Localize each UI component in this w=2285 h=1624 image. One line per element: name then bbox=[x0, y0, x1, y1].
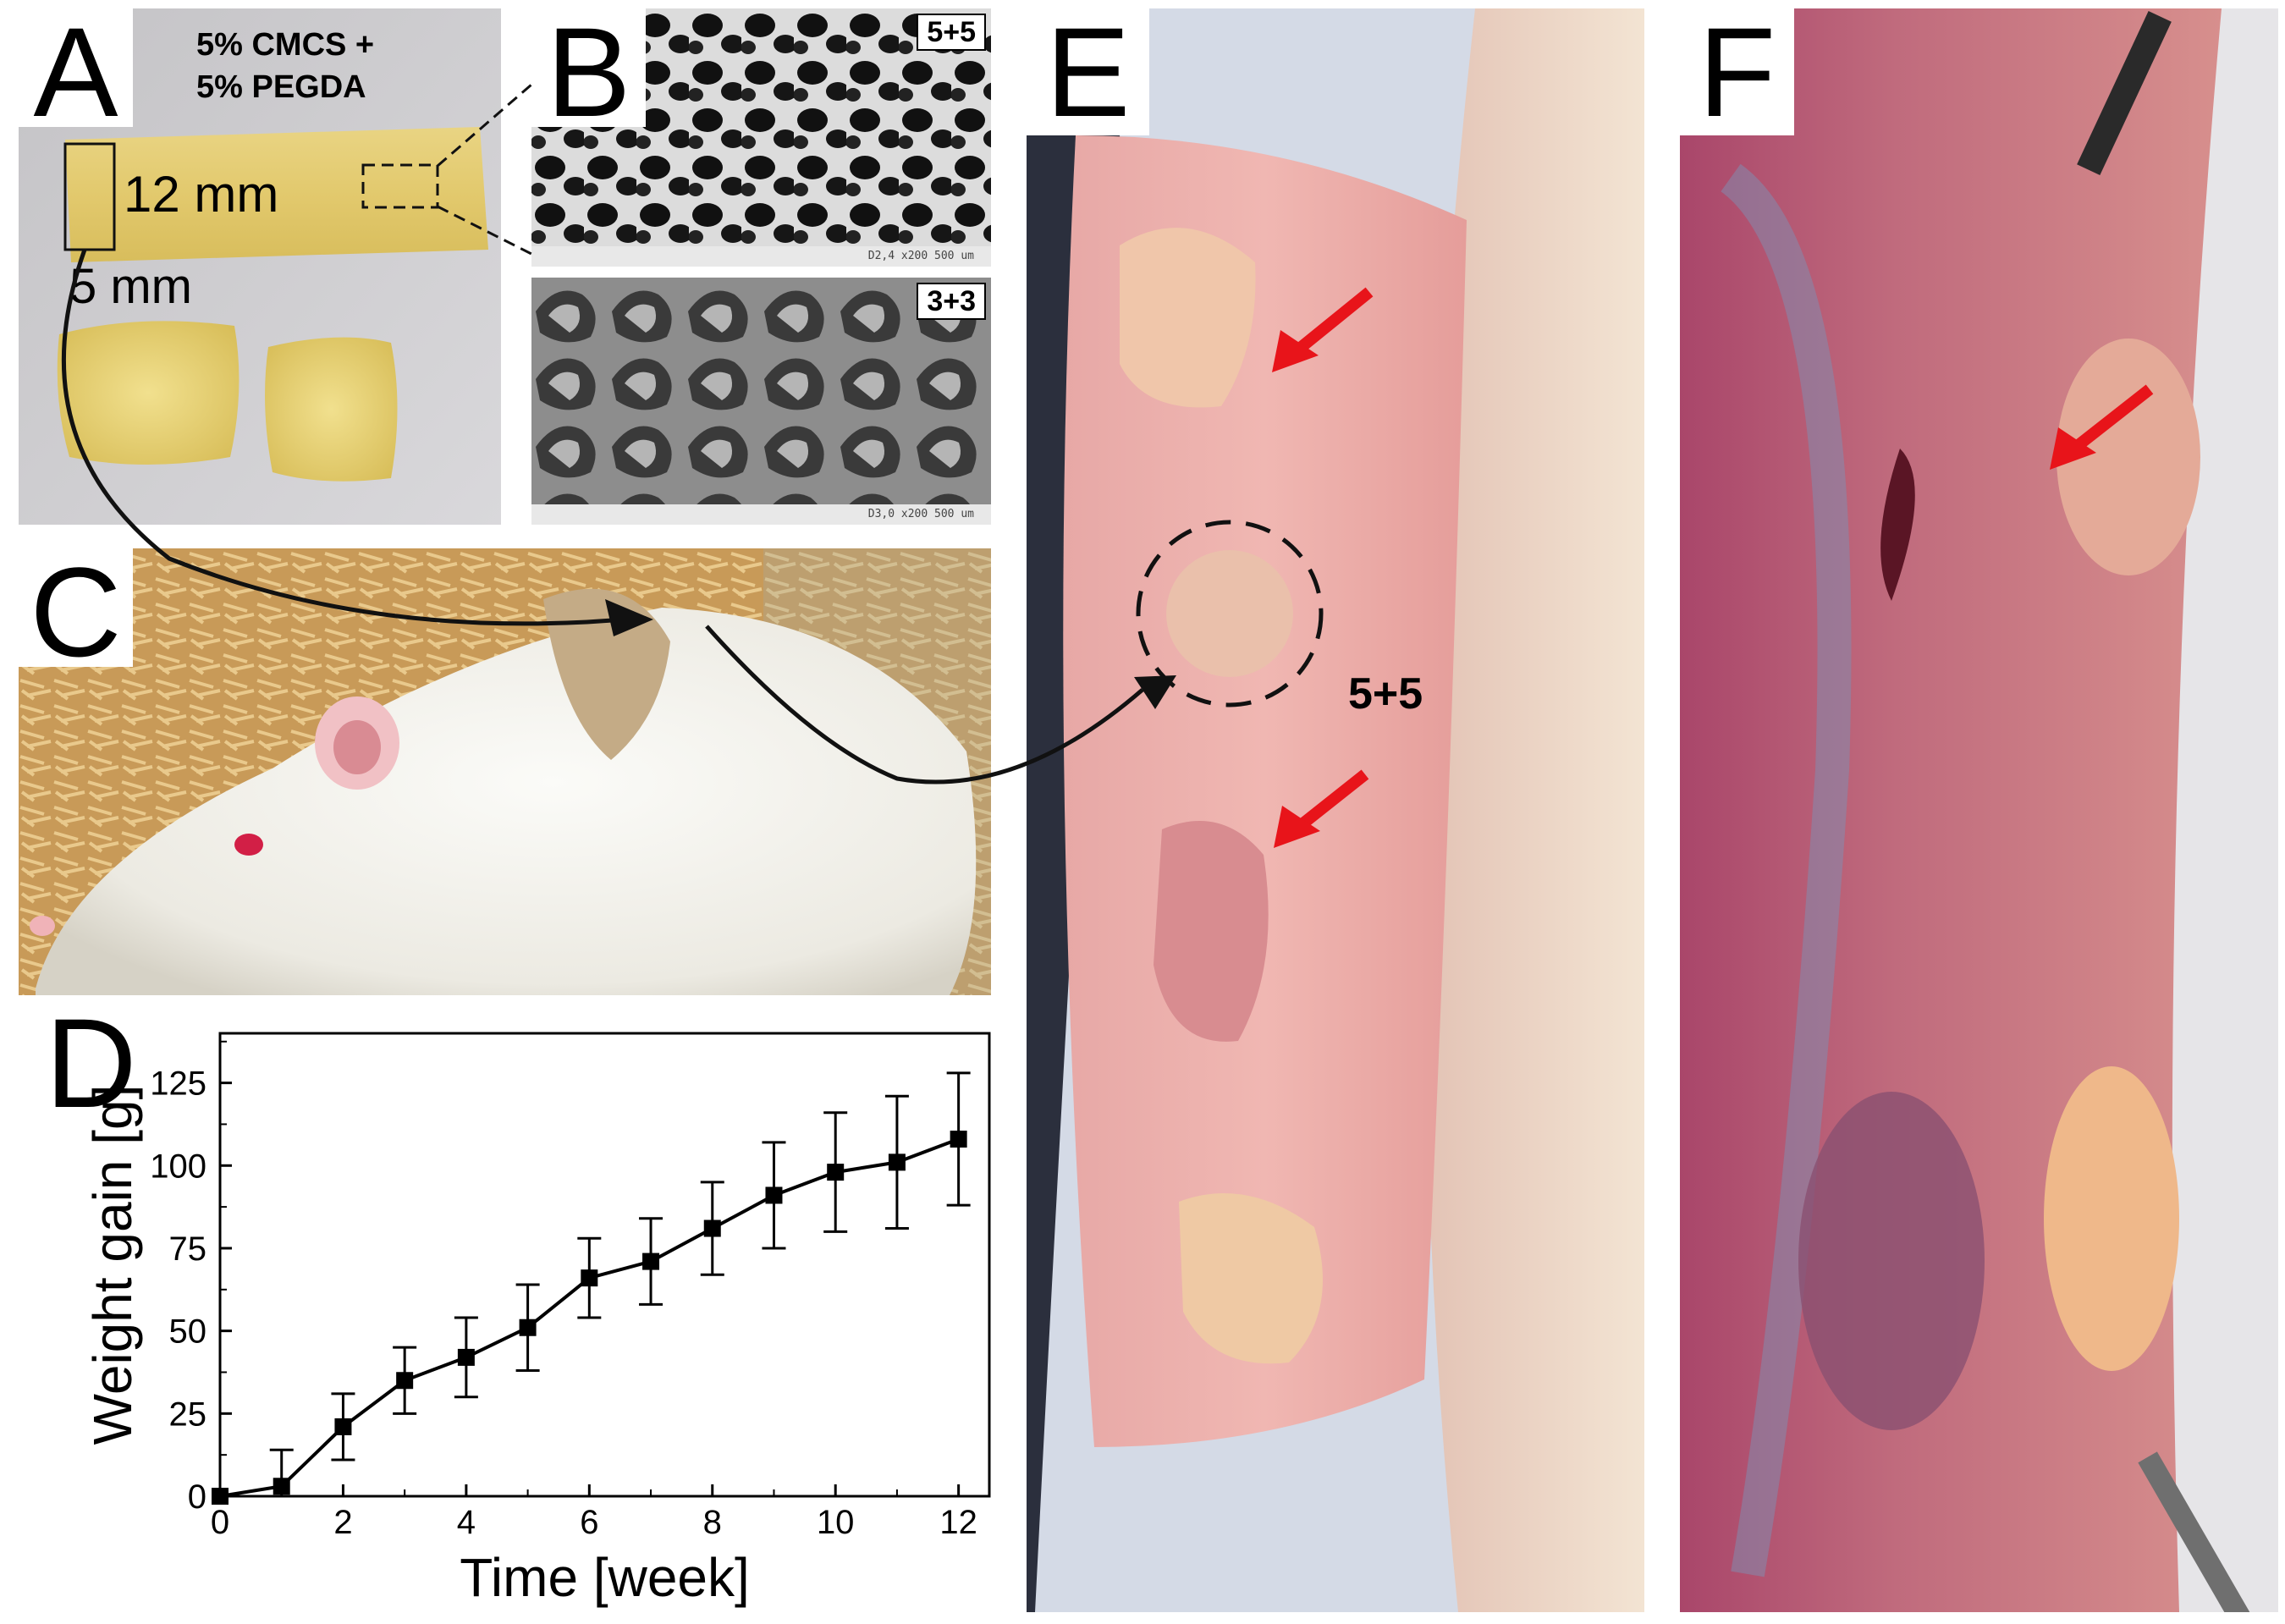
x-tick-label: 4 bbox=[457, 1504, 476, 1541]
dimension-length-label: 12 mm bbox=[124, 166, 279, 223]
dimension-width-label: 5 mm bbox=[69, 259, 192, 314]
hydrogel-composition-line1: 5% CMCS + bbox=[196, 27, 375, 63]
panel-label-a: A bbox=[19, 8, 133, 135]
data-point bbox=[457, 1348, 475, 1366]
plot-frame bbox=[218, 1032, 991, 1498]
data-point bbox=[765, 1186, 783, 1204]
rat-photo bbox=[19, 548, 991, 995]
data-point bbox=[519, 1318, 537, 1336]
data-point bbox=[396, 1372, 414, 1390]
data-point bbox=[581, 1269, 598, 1287]
sem-scale-top: D2,4 x200 500 um bbox=[531, 246, 991, 267]
implant-lower-e bbox=[1154, 821, 1269, 1042]
forceps-bottom bbox=[2138, 1451, 2267, 1612]
y-tick-label: 50 bbox=[169, 1313, 207, 1351]
sem-tag-3plus3: 3+3 bbox=[917, 283, 986, 320]
hydrogel-piece-left bbox=[57, 321, 240, 465]
data-point bbox=[888, 1153, 906, 1171]
implant-bottom-f bbox=[2044, 1066, 2179, 1371]
x-tick-label: 6 bbox=[580, 1504, 598, 1541]
x-axis-label: Time [week] bbox=[460, 1547, 750, 1608]
hydrogel-bar bbox=[65, 127, 488, 262]
explant-photo-f bbox=[1680, 8, 2278, 1612]
implant-top-e bbox=[1120, 228, 1256, 408]
explant-photo-e bbox=[1027, 8, 1644, 1612]
zoom-box bbox=[361, 163, 439, 209]
implant-bottom-e bbox=[1179, 1193, 1323, 1364]
panel-label-f: F bbox=[1680, 8, 1794, 135]
red-arrow-f bbox=[2050, 384, 2154, 470]
sem-tag-5plus5: 5+5 bbox=[917, 14, 986, 51]
y-tick-label: 75 bbox=[169, 1230, 207, 1268]
dark-cavity bbox=[1880, 449, 1915, 601]
implant-middle-e bbox=[1166, 550, 1293, 677]
weight-gain-chart: 0 2 4 6 8 10 12 0 25 50 75 100 125 Time [week] Weight … bbox=[82, 1032, 991, 1608]
y-tick-label: 25 bbox=[169, 1396, 207, 1433]
data-point bbox=[950, 1131, 967, 1148]
circle-tag-5plus5: 5+5 bbox=[1348, 669, 1423, 718]
panel-e: E 5+5 bbox=[1027, 8, 1644, 1612]
hydrogel-piece-right bbox=[265, 337, 398, 482]
x-tick-label: 10 bbox=[817, 1504, 855, 1541]
tissue-flap-e bbox=[1063, 135, 1467, 1447]
x-tick-label: 12 bbox=[939, 1504, 977, 1541]
forceps-top bbox=[2077, 11, 2172, 175]
red-arrow-e-bottom bbox=[1274, 769, 1369, 848]
implant-top-f bbox=[2056, 339, 2200, 575]
rat-eye bbox=[234, 834, 263, 856]
red-arrow-e-top bbox=[1272, 287, 1374, 372]
y-tick-label: 0 bbox=[188, 1478, 206, 1516]
sem-scale-bottom: D3,0 x200 500 um bbox=[531, 504, 991, 525]
y-tick-label: 125 bbox=[150, 1065, 206, 1103]
rat-nose bbox=[30, 916, 55, 936]
tissue-fold-e bbox=[1423, 8, 1644, 1612]
panel-label-e: E bbox=[1027, 8, 1149, 135]
y-axis-label: Weight gain [g] bbox=[82, 1085, 143, 1445]
panel-label-b: B bbox=[531, 8, 646, 135]
panel-label-c: C bbox=[19, 548, 133, 675]
panel-c: C bbox=[19, 548, 991, 995]
panel-f: F bbox=[1680, 8, 2278, 1612]
panel-a: A 5% CMCS + 5% PEGDA 12 mm 5 mm bbox=[19, 8, 501, 525]
data-point bbox=[273, 1478, 290, 1495]
panel-b-bottom: 3+3 D3,0 x200 500 um bbox=[531, 278, 991, 525]
panel-d: D 0 2 4 6 8 10 12 0 25 50 75 100 125 Time [week] Weigh… bbox=[19, 1003, 1000, 1612]
data-point bbox=[642, 1252, 660, 1270]
data-point bbox=[212, 1488, 228, 1505]
hydrogel-composition-line2: 5% PEGDA bbox=[196, 69, 366, 105]
data-point bbox=[703, 1219, 721, 1237]
panel-label-d: D bbox=[34, 1003, 148, 1126]
data-point bbox=[827, 1164, 845, 1181]
y-tick-label: 100 bbox=[150, 1148, 206, 1185]
data-point bbox=[334, 1418, 352, 1435]
x-tick-label: 0 bbox=[211, 1504, 229, 1541]
x-tick-label: 2 bbox=[333, 1504, 352, 1541]
x-tick-label: 8 bbox=[703, 1504, 722, 1541]
highlight-circle bbox=[1136, 520, 1324, 707]
